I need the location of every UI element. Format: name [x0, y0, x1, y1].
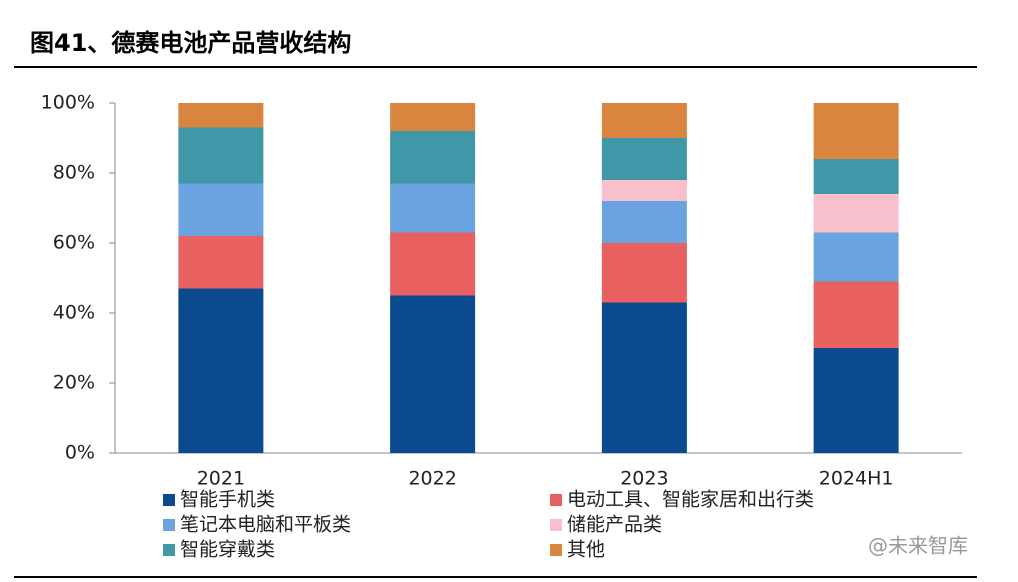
bar-segment — [178, 103, 264, 128]
y-tick-label: 0% — [65, 442, 95, 464]
bar-segment — [813, 348, 899, 453]
bar-segment — [390, 131, 476, 184]
bar-segment — [390, 232, 476, 296]
bar-segment — [390, 183, 476, 233]
bar-segment — [813, 232, 899, 282]
bar-segment — [601, 243, 687, 303]
bar-segment — [601, 302, 687, 453]
y-tick-label: 100% — [41, 92, 95, 114]
watermark: @未来智库 — [868, 534, 968, 558]
legend-swatch — [550, 544, 562, 556]
bar-segment — [813, 103, 899, 159]
bar-segment — [601, 201, 687, 243]
bar-segment — [813, 281, 899, 348]
legend-swatch — [550, 494, 562, 506]
bar-segment — [178, 236, 264, 289]
bar-segment — [601, 180, 687, 201]
legend-swatch — [550, 519, 562, 531]
legend-label: 笔记本电脑和平板类 — [180, 514, 351, 536]
bar-segment — [178, 127, 264, 184]
y-tick-label: 80% — [53, 162, 95, 184]
legend-label: 智能手机类 — [180, 489, 275, 511]
chart-title: 图41、德赛电池产品营收结构 — [30, 29, 351, 57]
y-tick-label: 20% — [53, 372, 95, 394]
bar-segment — [813, 159, 899, 194]
x-tick-label: 2024H1 — [819, 468, 894, 490]
bar-segment — [601, 103, 687, 138]
bar-segment — [390, 295, 476, 453]
bar-segment — [390, 103, 476, 131]
bar-segment — [601, 138, 687, 180]
bar-segment — [178, 288, 264, 453]
legend-label: 储能产品类 — [567, 514, 662, 536]
legend-label: 其他 — [567, 539, 605, 561]
legend-swatch — [163, 544, 175, 556]
legend-label: 智能穿戴类 — [180, 539, 275, 561]
legend-label: 电动工具、智能家居和出行类 — [567, 489, 814, 511]
x-tick-label: 2023 — [620, 468, 668, 490]
bar-segment — [813, 194, 899, 233]
y-tick-label: 60% — [53, 232, 95, 254]
legend-swatch — [163, 494, 175, 506]
bar-segment — [178, 183, 264, 236]
x-tick-label: 2021 — [197, 468, 245, 490]
legend-swatch — [163, 519, 175, 531]
x-tick-label: 2022 — [408, 468, 456, 490]
y-tick-label: 40% — [53, 302, 95, 324]
